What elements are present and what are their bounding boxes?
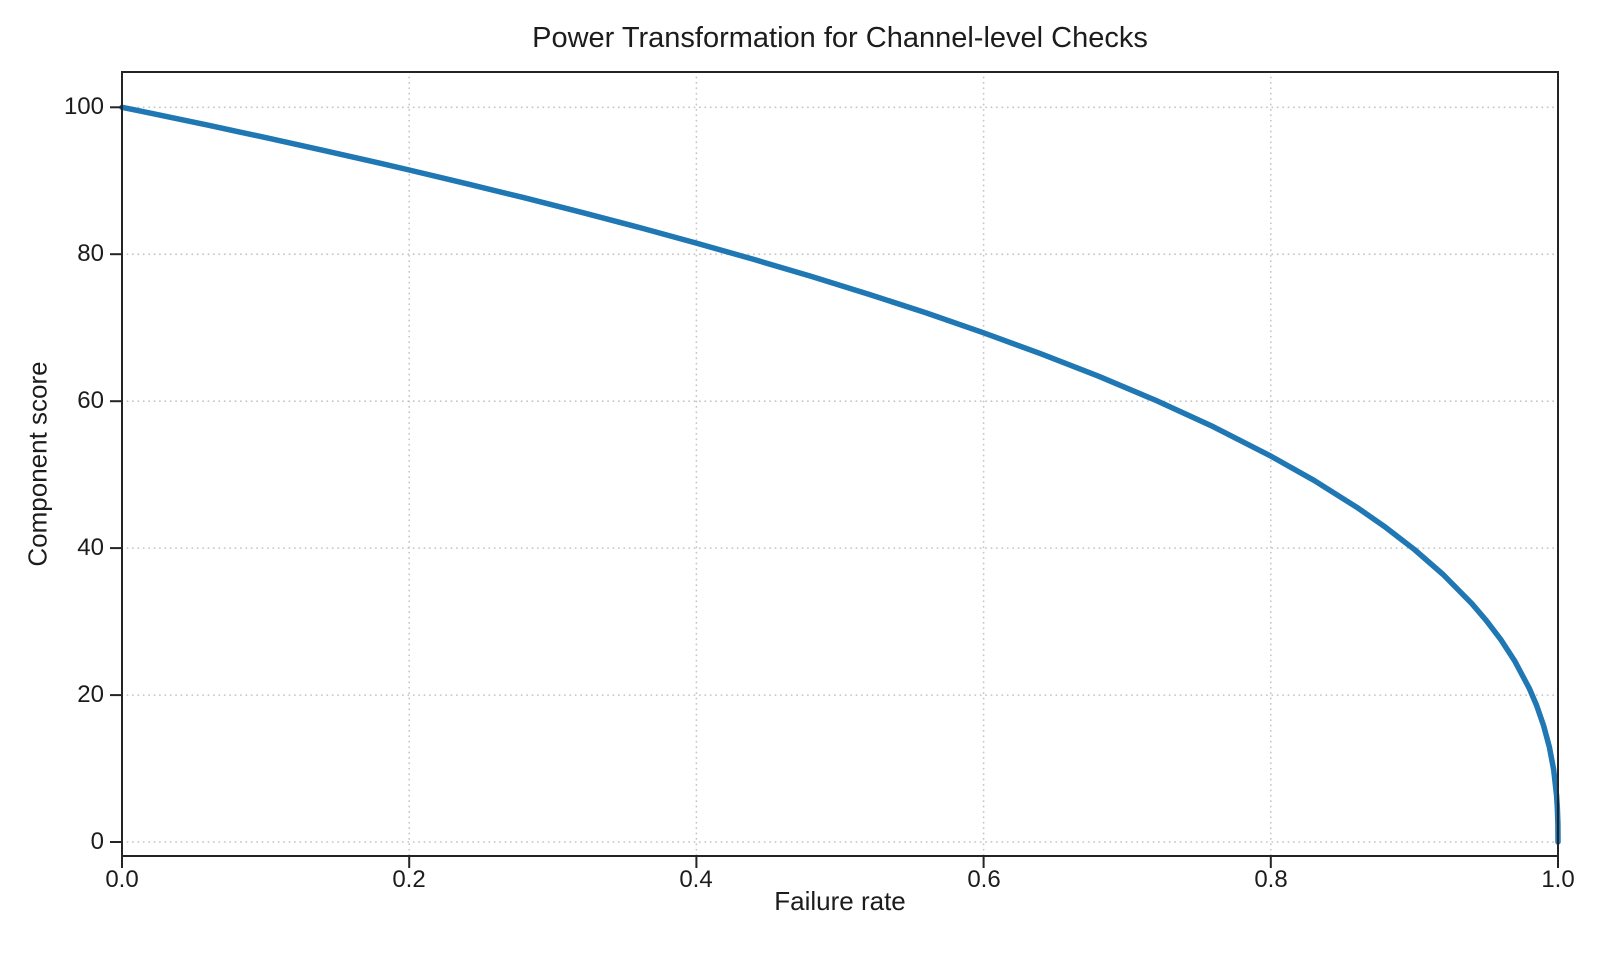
- y-tick-label: 80: [77, 240, 104, 267]
- y-tick-label: 20: [77, 681, 104, 708]
- y-tick-label: 100: [63, 93, 104, 120]
- x-tick-label: 0.8: [1254, 866, 1288, 893]
- x-tick-label: 0.4: [679, 866, 713, 893]
- y-tick-label: 60: [77, 387, 104, 414]
- tick-marks: [110, 106, 1559, 868]
- axes-spines: [121, 71, 1559, 857]
- x-axis-label: Failure rate: [774, 886, 906, 916]
- chart-title: Power Transformation for Channel-level C…: [532, 22, 1148, 54]
- gridlines: [121, 71, 1559, 857]
- y-axis-label: Component score: [22, 361, 53, 567]
- x-tick-label: 0.2: [392, 866, 426, 893]
- y-tick-label: 40: [77, 534, 104, 561]
- y-tick-label: 0: [90, 828, 104, 855]
- series-line: [119, 104, 1561, 845]
- x-tick-label: 0.0: [105, 866, 139, 893]
- x-tick-label: 0.6: [967, 866, 1001, 893]
- x-tick-label: 1.0: [1541, 866, 1575, 893]
